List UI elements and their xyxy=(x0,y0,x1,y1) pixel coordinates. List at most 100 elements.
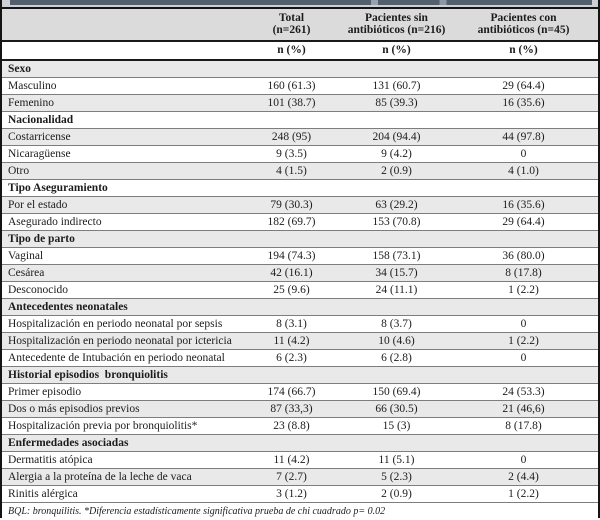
cell-value xyxy=(344,367,449,384)
cell-value: 34 (15.7) xyxy=(344,265,449,282)
data-row: Alergia a la proteína de la leche de vac… xyxy=(2,469,598,486)
cell-value: 24 (53.3) xyxy=(449,384,598,401)
col-header-total-line2: (n=261) xyxy=(240,24,343,37)
units-row: n (%) n (%) n (%) xyxy=(2,41,598,60)
data-row: Antecedente de Intubación en periodo neo… xyxy=(2,350,598,367)
col-header-con-line1: Pacientes con xyxy=(450,12,597,25)
cell-value xyxy=(344,180,449,197)
section-row: Nacionalidad xyxy=(2,112,598,129)
units-total: n (%) xyxy=(239,41,344,60)
header-empty-cell xyxy=(2,9,239,41)
cell-value: 101 (38.7) xyxy=(239,95,344,112)
cell-value: 36 (80.0) xyxy=(449,248,598,265)
row-label: Tipo Aseguramiento xyxy=(2,180,239,197)
row-label: Vaginal xyxy=(2,248,239,265)
cell-value xyxy=(449,231,598,248)
cell-value: 1 (2.2) xyxy=(449,333,598,350)
cell-value xyxy=(449,180,598,197)
cell-value: 248 (95) xyxy=(239,129,344,146)
cell-value: 29 (64.4) xyxy=(449,78,598,95)
cell-value: 131 (60.7) xyxy=(344,78,449,95)
cell-value xyxy=(449,60,598,78)
units-empty-cell xyxy=(2,41,239,60)
col-header-con-antibioticos: Pacientes con antibióticos (n=45) xyxy=(449,9,598,41)
cell-value: 16 (35.6) xyxy=(449,95,598,112)
cell-value xyxy=(344,231,449,248)
cell-value xyxy=(239,367,344,384)
cell-value: 21 (46,6) xyxy=(449,401,598,418)
cell-value xyxy=(239,180,344,197)
cell-value: 11 (4.2) xyxy=(239,452,344,469)
cropped-row-remnant xyxy=(2,0,598,9)
cell-value: 24 (11.1) xyxy=(344,282,449,299)
cell-value: 11 (5.1) xyxy=(344,452,449,469)
data-row: Hospitalización en periodo neonatal por … xyxy=(2,316,598,333)
row-label: Costarricense xyxy=(2,129,239,146)
cell-value xyxy=(239,299,344,316)
row-label: Cesárea xyxy=(2,265,239,282)
cell-value: 9 (3.5) xyxy=(239,146,344,163)
row-label: Masculino xyxy=(2,78,239,95)
cell-value xyxy=(239,231,344,248)
header-row: Total (n=261) Pacientes sin antibióticos… xyxy=(2,9,598,41)
cell-value xyxy=(344,435,449,452)
row-label: Dos o más episodios previos xyxy=(2,401,239,418)
row-label: Enfermedades asociadas xyxy=(2,435,239,452)
cell-value xyxy=(239,60,344,78)
cell-value: 85 (39.3) xyxy=(344,95,449,112)
row-label: Tipo de parto xyxy=(2,231,239,248)
cell-value: 204 (94.4) xyxy=(344,129,449,146)
row-label: Dermatitis atópica xyxy=(2,452,239,469)
col-header-total: Total (n=261) xyxy=(239,9,344,41)
cell-value: 158 (73.1) xyxy=(344,248,449,265)
cell-value: 42 (16.1) xyxy=(239,265,344,282)
cell-value: 9 (4.2) xyxy=(344,146,449,163)
row-label: Antecedente de Intubación en periodo neo… xyxy=(2,350,239,367)
section-row: Sexo xyxy=(2,60,598,78)
cell-value xyxy=(344,60,449,78)
cell-value: 4 (1.5) xyxy=(239,163,344,180)
data-row: Hospitalización en periodo neonatal por … xyxy=(2,333,598,350)
row-label: Rinitis alérgica xyxy=(2,486,239,503)
cell-value: 3 (1.2) xyxy=(239,486,344,503)
cell-value: 8 (3.1) xyxy=(239,316,344,333)
row-label: Primer episodio xyxy=(2,384,239,401)
cell-value: 194 (74.3) xyxy=(239,248,344,265)
cell-value xyxy=(344,112,449,129)
row-label: Antecedentes neonatales xyxy=(2,299,239,316)
cell-value: 0 xyxy=(449,452,598,469)
section-row: Historial episodios bronquiolitis xyxy=(2,367,598,384)
cell-value xyxy=(449,435,598,452)
row-label: Hospitalización en periodo neonatal por … xyxy=(2,333,239,350)
cell-value: 2 (0.9) xyxy=(344,163,449,180)
cell-value: 44 (97.8) xyxy=(449,129,598,146)
row-label: Nacionalidad xyxy=(2,112,239,129)
cell-value: 7 (2.7) xyxy=(239,469,344,486)
cell-value: 87 (33,3) xyxy=(239,401,344,418)
cell-value: 1 (2.2) xyxy=(449,486,598,503)
col-header-sin-line2: antibióticos (n=216) xyxy=(345,24,448,37)
cell-value: 79 (30.3) xyxy=(239,197,344,214)
cell-value: 63 (29.2) xyxy=(344,197,449,214)
cell-value xyxy=(449,112,598,129)
cropped-highlight-band xyxy=(10,0,592,5)
cell-value: 5 (2.3) xyxy=(344,469,449,486)
row-label: Desconocido xyxy=(2,282,239,299)
footnote-row: BQL: bronquilitis. *Diferencia estadísti… xyxy=(2,503,598,520)
cell-value: 16 (35.6) xyxy=(449,197,598,214)
row-label: Hospitalización previa por bronquiolitis… xyxy=(2,418,239,435)
